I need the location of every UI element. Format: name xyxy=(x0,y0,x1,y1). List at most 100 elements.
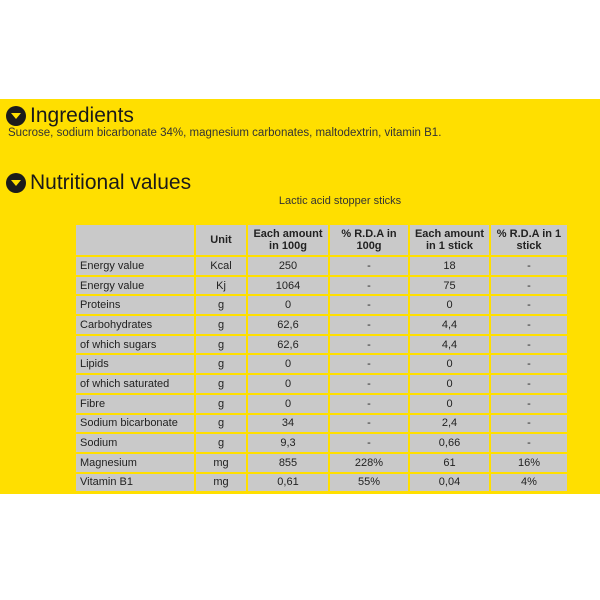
table-row: Proteins g 0-0- xyxy=(76,296,567,315)
value-cell: g xyxy=(196,355,246,374)
value-cell: 0 xyxy=(410,394,489,413)
value-cell: g xyxy=(196,414,246,433)
table-row: Sodium bicarbonate g 34-2,4- xyxy=(76,414,567,433)
ingredients-heading: Ingredients xyxy=(6,104,134,128)
value-cell: 0 xyxy=(410,375,489,393)
value-cell: 0 xyxy=(248,375,328,393)
table-row: of which saturated g 0-0- xyxy=(76,375,567,393)
table-row: Vitamin B1 mg 0,61 55% 0,04 4% xyxy=(76,473,567,492)
header-cell: Each amount in 100g xyxy=(248,225,328,255)
value-cell: 9,3 xyxy=(248,434,328,452)
nutrient-name-cell: Lipids xyxy=(76,355,194,374)
value-cell: 0 xyxy=(248,394,328,413)
value-cell: 55% xyxy=(330,473,408,492)
table-caption: Lactic acid stopper sticks xyxy=(278,195,402,207)
value-cell: mg xyxy=(196,473,246,492)
table-row: Sodium g 9,3-0,66- xyxy=(76,434,567,452)
value-cell: - xyxy=(330,296,408,315)
value-cell: g xyxy=(196,434,246,452)
value-cell: 16% xyxy=(491,453,567,472)
nutrient-name-cell: Magnesium xyxy=(76,453,194,472)
value-cell: 4,4 xyxy=(410,335,489,354)
value-cell: 75 xyxy=(410,276,489,295)
value-cell: - xyxy=(491,434,567,452)
value-cell: 62,6 xyxy=(248,316,328,334)
value-cell: 0,61 xyxy=(248,473,328,492)
nutrient-name-cell: Energy value xyxy=(76,257,194,275)
header-cell: % R.D.A in 1 stick xyxy=(491,225,567,255)
nutrition-title: Nutritional values xyxy=(30,171,192,194)
value-cell: - xyxy=(491,355,567,374)
value-cell: - xyxy=(491,394,567,413)
value-cell: 0 xyxy=(410,355,489,374)
value-cell: - xyxy=(330,257,408,275)
table-header-row: Unit Each amount in 100g % R.D.A in 100g… xyxy=(76,225,567,255)
nutrient-name-cell: Fibre xyxy=(76,394,194,413)
table-row: Carbohydrates g 62,6-4,4- xyxy=(76,316,567,334)
ingredients-text: Sucrose, sodium bicarbonate 34%, magnesi… xyxy=(8,127,442,139)
nutrient-name-cell: Energy value xyxy=(76,276,194,295)
nutrient-name-cell: Sodium bicarbonate xyxy=(76,414,194,433)
value-cell: - xyxy=(330,414,408,433)
value-cell: 61 xyxy=(410,453,489,472)
value-cell: - xyxy=(330,394,408,413)
value-cell: 228% xyxy=(330,453,408,472)
value-cell: Kj xyxy=(196,276,246,295)
value-cell: 250 xyxy=(248,257,328,275)
value-cell: 62,6 xyxy=(248,335,328,354)
value-cell: mg xyxy=(196,453,246,472)
value-cell: 0,66 xyxy=(410,434,489,452)
value-cell: 855 xyxy=(248,453,328,472)
value-cell: - xyxy=(330,316,408,334)
nutrient-name-cell: Carbohydrates xyxy=(76,316,194,334)
value-cell: 0,04 xyxy=(410,473,489,492)
value-cell: 1064 xyxy=(248,276,328,295)
nutrient-name-cell: Vitamin B1 xyxy=(76,473,194,492)
nutrient-name-cell: Sodium xyxy=(76,434,194,452)
value-cell: 34 xyxy=(248,414,328,433)
value-cell: 0 xyxy=(248,355,328,374)
value-cell: g xyxy=(196,316,246,334)
table-row: Lipids g 0-0- xyxy=(76,355,567,374)
value-cell: - xyxy=(330,276,408,295)
value-cell: - xyxy=(491,316,567,334)
value-cell: 4,4 xyxy=(410,316,489,334)
value-cell: g xyxy=(196,296,246,315)
header-cell: Unit xyxy=(196,225,246,255)
table-row: Magnesium mg 855 228% 61 16% xyxy=(76,453,567,472)
table-row: of which sugars g 62,6-4,4- xyxy=(76,335,567,354)
value-cell: 2,4 xyxy=(410,414,489,433)
value-cell: g xyxy=(196,335,246,354)
value-cell: 18 xyxy=(410,257,489,275)
table-row: Fibre g 0-0- xyxy=(76,394,567,413)
value-cell: - xyxy=(491,296,567,315)
nutrition-heading: Nutritional values xyxy=(6,171,191,195)
value-cell: 0 xyxy=(248,296,328,315)
header-cell: % R.D.A in 100g xyxy=(330,225,408,255)
header-cell xyxy=(76,225,194,255)
value-cell: g xyxy=(196,394,246,413)
nutrient-name-cell: Proteins xyxy=(76,296,194,315)
value-cell: - xyxy=(330,434,408,452)
nutrition-table: Unit Each amount in 100g % R.D.A in 100g… xyxy=(74,223,569,493)
value-cell: - xyxy=(330,375,408,393)
nutrient-name-cell: of which saturated xyxy=(76,375,194,393)
table-row: Energy value Kcal 250-18- xyxy=(76,257,567,275)
value-cell: - xyxy=(491,414,567,433)
value-cell: 4% xyxy=(491,473,567,492)
value-cell: - xyxy=(330,355,408,374)
nutrient-name-cell: of which sugars xyxy=(76,335,194,354)
value-cell: - xyxy=(330,335,408,354)
value-cell: g xyxy=(196,375,246,393)
value-cell: - xyxy=(491,276,567,295)
value-cell: 0 xyxy=(410,296,489,315)
ingredients-title: Ingredients xyxy=(30,104,134,127)
value-cell: - xyxy=(491,335,567,354)
value-cell: - xyxy=(491,375,567,393)
value-cell: - xyxy=(491,257,567,275)
table-row: Energy value Kj 1064-75- xyxy=(76,276,567,295)
chevron-down-circle-icon xyxy=(6,106,26,126)
chevron-down-circle-icon xyxy=(6,173,26,193)
value-cell: Kcal xyxy=(196,257,246,275)
header-cell: Each amount in 1 stick xyxy=(410,225,489,255)
